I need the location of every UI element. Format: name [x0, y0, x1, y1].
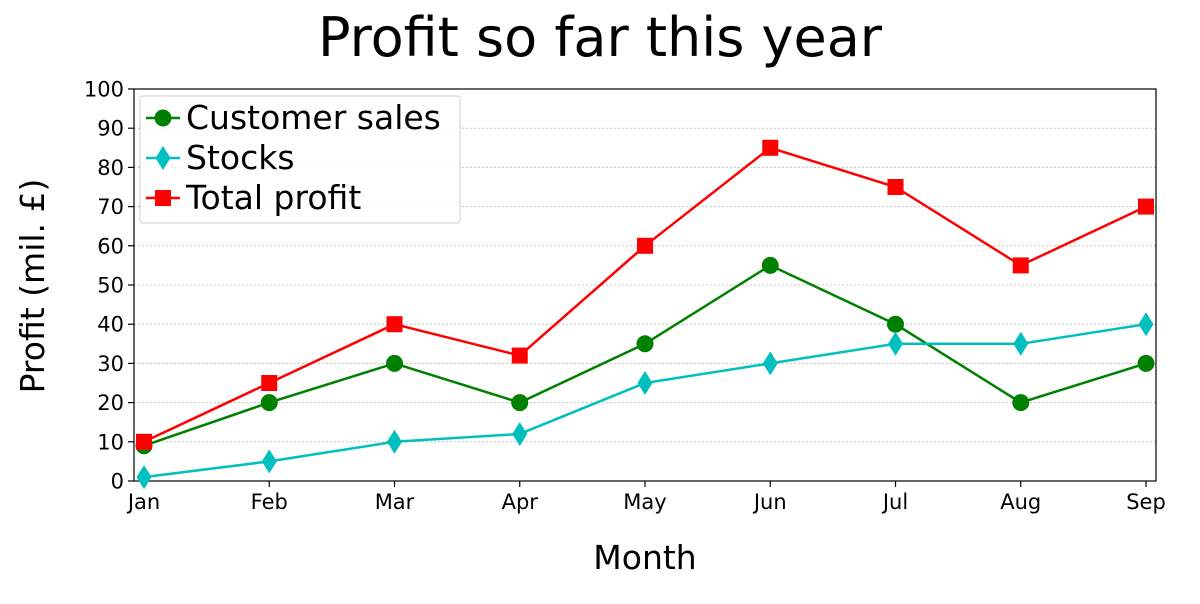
series-total-profit	[136, 139, 1154, 450]
data-point-stocks-apr	[512, 421, 528, 446]
x-tick-label: Feb	[251, 490, 288, 514]
legend-marker	[155, 146, 171, 170]
legend-item-stocks: Stocks	[146, 138, 295, 177]
data-point-stocks-sep	[1138, 312, 1154, 337]
x-tick-label: Jul	[881, 490, 908, 514]
x-tick-label: Sep	[1126, 490, 1166, 514]
y-tick-label: 40	[97, 313, 124, 337]
x-tick-label: Mar	[375, 490, 415, 514]
data-point-stocks-may	[637, 371, 653, 395]
x-tick-label: Jan	[126, 490, 160, 514]
data-point-total-profit-jan	[136, 433, 152, 450]
data-point-total-profit-may	[637, 237, 653, 254]
data-point-total-profit-apr	[511, 347, 528, 364]
series-line-customer-sales	[143, 264, 1147, 447]
data-point-stocks-aug	[1013, 331, 1029, 356]
series-stocks	[136, 312, 1154, 490]
y-tick-label: 50	[97, 274, 124, 298]
y-tick-label: 100	[84, 78, 124, 102]
x-tick-label: Aug	[1000, 490, 1041, 514]
legend-item-customer-sales: Customer sales	[146, 98, 441, 137]
y-tick-label: 80	[97, 156, 124, 180]
y-tick-label: 10	[97, 430, 124, 454]
data-point-total-profit-aug	[1012, 257, 1029, 274]
x-tick-label: Apr	[502, 490, 539, 514]
y-tick-label: 60	[97, 234, 124, 258]
data-point-stocks-jun	[762, 351, 778, 376]
data-point-customer-sales-sep	[1137, 354, 1155, 372]
data-point-customer-sales-feb	[260, 394, 278, 412]
data-point-total-profit-feb	[261, 375, 278, 391]
data-point-total-profit-mar	[386, 316, 403, 333]
legend-label: Total profit	[185, 178, 361, 217]
legend-label: Customer sales	[186, 98, 441, 137]
data-point-customer-sales-apr	[511, 394, 529, 412]
data-point-stocks-feb	[261, 449, 277, 474]
series-group	[135, 139, 1155, 490]
legend-box	[139, 95, 461, 224]
data-point-stocks-jul	[888, 331, 903, 356]
y-tick-label: 20	[97, 391, 124, 415]
chart-title: Profit so far this year	[318, 6, 883, 69]
data-point-customer-sales-may	[636, 335, 654, 353]
legend-marker	[154, 109, 172, 127]
series-customer-sales	[135, 256, 1155, 455]
data-point-customer-sales-aug	[1012, 394, 1030, 412]
y-axis-label: Profit (mil. £)	[13, 179, 52, 394]
y-tick-label: 70	[97, 195, 124, 219]
data-point-customer-sales-jun	[761, 256, 779, 274]
data-point-customer-sales-mar	[386, 354, 403, 372]
y-tick-label: 30	[97, 352, 124, 376]
legend-label: Stocks	[186, 138, 295, 177]
x-tick-label: May	[623, 490, 666, 514]
y-tick-label: 0	[111, 470, 124, 494]
x-tick-label: Jun	[752, 490, 787, 514]
legend-marker	[155, 190, 171, 206]
axes: 0 10 20 30 40 50 60 70 80 90 100 Jan Feb Mar Apr May Jun…	[84, 78, 1166, 515]
data-point-total-profit-jul	[887, 179, 904, 195]
legend-item-total-profit: Total profit	[146, 178, 361, 217]
data-point-stocks-mar	[387, 429, 402, 454]
x-axis-label: Month	[593, 538, 696, 577]
data-point-total-profit-jun	[762, 139, 779, 156]
y-tick-label: 90	[97, 117, 124, 141]
data-point-customer-sales-jul	[887, 315, 904, 333]
data-point-total-profit-sep	[1138, 198, 1154, 215]
data-point-stocks-jan	[136, 465, 152, 490]
